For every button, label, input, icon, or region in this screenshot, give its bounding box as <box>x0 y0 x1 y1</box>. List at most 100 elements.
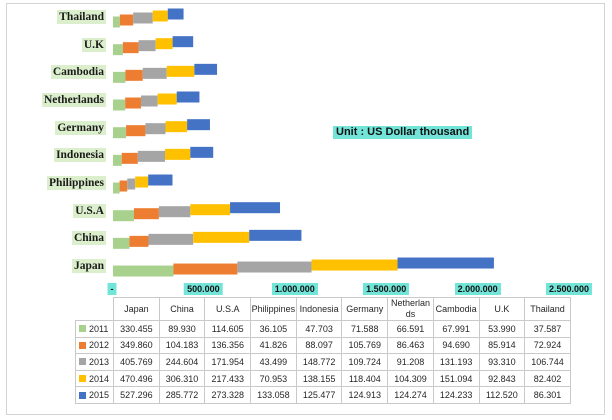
table-cell: 133.058 <box>250 386 297 404</box>
table-cell: 112.520 <box>478 386 526 404</box>
data-table: Japan China U.S.A Philippines Indonesia … <box>75 297 571 404</box>
table-cell: 470.496 <box>113 369 160 388</box>
table-cell: 47.703 <box>295 320 343 338</box>
table-cell: 36.105 <box>250 320 297 338</box>
legend-cell: 2011 <box>75 320 114 338</box>
legend-label: 2015 <box>89 390 110 401</box>
table-cell: 244.604 <box>158 353 206 371</box>
table-cell: 171.954 <box>204 353 252 371</box>
y-tick-label: Netherlands <box>41 93 106 107</box>
legend-key <box>79 325 86 333</box>
bar-2012-indonesia <box>121 152 138 164</box>
table-cell: 136.356 <box>204 336 252 355</box>
x-tick-label: 1.000.000 <box>271 283 318 295</box>
bar-2015-japan <box>397 257 494 269</box>
bar-2013-indonesia <box>137 150 166 162</box>
bar-2013-u-s-a <box>158 206 191 218</box>
bar-2015-u-k <box>172 36 194 48</box>
table-header-label: Japan <box>124 304 149 314</box>
y-tick-label: U.K <box>81 37 106 52</box>
bar-2014-china <box>193 231 250 243</box>
table-header: China <box>158 297 206 321</box>
table-cell: 114.605 <box>204 320 252 338</box>
table-cell: 71.588 <box>341 320 389 338</box>
bar-2013-u-k <box>138 40 156 52</box>
table-cell: 405.769 <box>113 353 160 371</box>
table-cell: 92.843 <box>478 369 526 388</box>
table-header: U.K <box>478 297 526 321</box>
table-cell: 273.328 <box>204 386 252 404</box>
legend-label: 2014 <box>89 373 110 384</box>
table-row: 2015 527.296 285.772 273.328 133.058 125… <box>75 386 571 404</box>
table-cell: 527.296 <box>113 386 160 404</box>
table-cell: 93.310 <box>478 353 526 371</box>
legend-cell: 2015 <box>75 386 114 404</box>
table-row: 2013 405.769 244.604 171.954 43.499 148.… <box>75 353 571 371</box>
plot-area <box>113 8 494 277</box>
bar-2013-china <box>148 233 194 245</box>
bar-2014-thailand <box>152 10 168 22</box>
table-header-label: Cambodia <box>435 304 477 314</box>
table-header-label: China <box>170 304 194 314</box>
table-cell: 148.772 <box>295 353 343 371</box>
y-tick-label: Japan <box>71 259 106 274</box>
table-cell: 86.301 <box>524 386 571 404</box>
table-cell: 131.193 <box>432 353 480 371</box>
y-tick-label: U.S.A <box>73 203 106 218</box>
bar-2014-cambodia <box>166 65 195 77</box>
bar-2013-japan <box>237 261 312 273</box>
table-cell: 88.097 <box>295 336 343 355</box>
legend-key <box>79 341 86 349</box>
table-row: 2012 349.860 104.183 136.356 41.826 88.0… <box>75 336 571 355</box>
legend-cell: 2014 <box>75 369 114 388</box>
table-cell: 89.930 <box>158 320 206 338</box>
table-header: Thailand <box>524 297 571 321</box>
bar-2012-cambodia <box>125 69 143 81</box>
bar-2014-u-s-a <box>190 204 231 216</box>
x-tick-label: - <box>107 283 117 295</box>
table-cell: 330.455 <box>113 320 160 338</box>
bar-2013-netherlands <box>140 95 158 107</box>
table-header: Netherlands <box>387 297 434 321</box>
bar-2015-germany <box>187 119 210 131</box>
table-cell: 41.826 <box>250 336 297 355</box>
legend-label: 2012 <box>89 340 110 351</box>
bar-2011-u-s-a <box>113 210 134 222</box>
bar-2015-u-s-a <box>230 202 281 214</box>
y-tick-label: Thailand <box>57 10 106 24</box>
chart-frame <box>6 3 605 415</box>
x-tick-label: 2.500.000 <box>545 283 593 295</box>
bar-2013-cambodia <box>142 67 167 79</box>
bar-2011-indonesia <box>113 154 122 166</box>
bar-2014-indonesia <box>165 148 191 160</box>
bar-2012-china <box>129 235 149 247</box>
table-cell: 85.914 <box>478 336 526 355</box>
table-cell: 37.587 <box>524 320 571 338</box>
x-tick-label: 1.500.000 <box>363 283 410 295</box>
table-cell: 104.309 <box>387 369 434 388</box>
legend-label: 2013 <box>89 356 110 367</box>
bar-2012-u-s-a <box>133 208 159 220</box>
unit-annotation: Unit : US Dollar thousand <box>333 126 473 139</box>
table-header: Germany <box>341 297 389 321</box>
table-cell: 43.499 <box>250 353 297 371</box>
table-header: Cambodia <box>432 297 480 321</box>
bar-2012-u-k <box>122 42 139 54</box>
bar-2013-philippines <box>127 178 136 190</box>
table-row: 2014 470.496 306.310 217.433 70.953 138.… <box>75 369 571 388</box>
bar-2011-cambodia <box>113 71 126 83</box>
table-cell: 67.991 <box>432 320 480 338</box>
table-header: Japan <box>113 297 160 321</box>
table-cell: 105.769 <box>341 336 389 355</box>
table-row: 2011 330.455 89.930 114.605 36.105 47.70… <box>75 320 571 338</box>
bar-2012-netherlands <box>125 97 141 109</box>
table-cell: 217.433 <box>204 369 252 388</box>
table-header: U.S.A <box>204 297 252 321</box>
table-cell: 125.477 <box>295 386 343 404</box>
table-header: Philippines <box>250 297 297 321</box>
table-cell: 94.690 <box>432 336 480 355</box>
table-cell: 124.233 <box>432 386 480 404</box>
table-header-row: Japan China U.S.A Philippines Indonesia … <box>75 297 571 321</box>
bar-2012-japan <box>173 263 238 275</box>
y-tick-label: Philippines <box>47 176 106 191</box>
